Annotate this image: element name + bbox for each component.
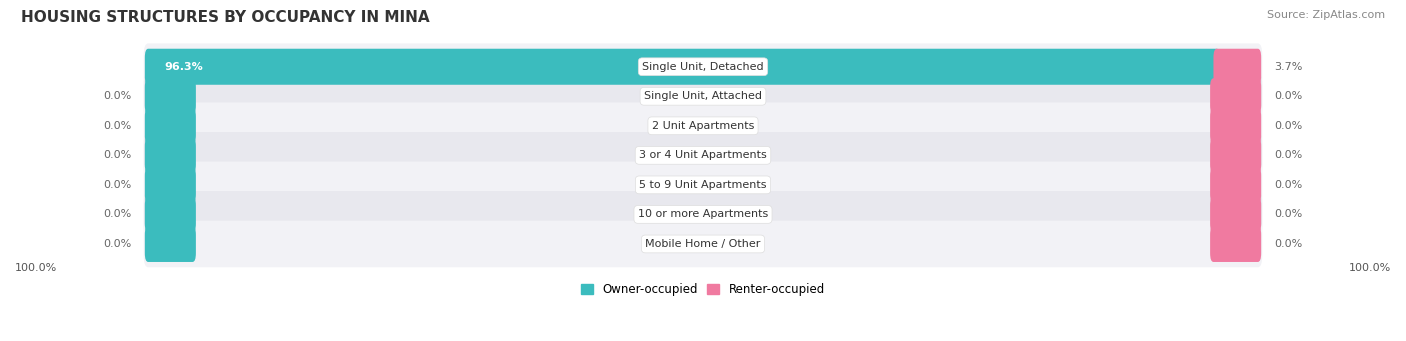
Text: 100.0%: 100.0% — [15, 263, 58, 272]
FancyBboxPatch shape — [1213, 49, 1261, 85]
Text: 3 or 4 Unit Apartments: 3 or 4 Unit Apartments — [640, 150, 766, 160]
Text: 0.0%: 0.0% — [1274, 121, 1303, 131]
Text: 2 Unit Apartments: 2 Unit Apartments — [652, 121, 754, 131]
FancyBboxPatch shape — [1211, 167, 1261, 203]
Text: 10 or more Apartments: 10 or more Apartments — [638, 209, 768, 219]
FancyBboxPatch shape — [145, 167, 195, 203]
Text: Single Unit, Detached: Single Unit, Detached — [643, 62, 763, 72]
Text: 100.0%: 100.0% — [1348, 263, 1391, 272]
Text: Source: ZipAtlas.com: Source: ZipAtlas.com — [1267, 10, 1385, 20]
Legend: Owner-occupied, Renter-occupied: Owner-occupied, Renter-occupied — [576, 279, 830, 301]
FancyBboxPatch shape — [1211, 108, 1261, 144]
Text: 0.0%: 0.0% — [103, 180, 132, 190]
Text: Mobile Home / Other: Mobile Home / Other — [645, 239, 761, 249]
Text: 0.0%: 0.0% — [1274, 239, 1303, 249]
FancyBboxPatch shape — [145, 78, 195, 114]
Text: 96.3%: 96.3% — [165, 62, 204, 72]
FancyBboxPatch shape — [145, 49, 1220, 85]
Text: 0.0%: 0.0% — [1274, 209, 1303, 219]
FancyBboxPatch shape — [145, 196, 195, 233]
Text: 0.0%: 0.0% — [103, 121, 132, 131]
Text: 5 to 9 Unit Apartments: 5 to 9 Unit Apartments — [640, 180, 766, 190]
Text: 0.0%: 0.0% — [103, 150, 132, 160]
FancyBboxPatch shape — [143, 43, 1263, 90]
FancyBboxPatch shape — [1211, 137, 1261, 173]
FancyBboxPatch shape — [145, 137, 195, 173]
FancyBboxPatch shape — [143, 191, 1263, 238]
Text: 0.0%: 0.0% — [1274, 91, 1303, 101]
Text: Single Unit, Attached: Single Unit, Attached — [644, 91, 762, 101]
Text: 3.7%: 3.7% — [1274, 62, 1303, 72]
FancyBboxPatch shape — [143, 221, 1263, 267]
Text: 0.0%: 0.0% — [103, 239, 132, 249]
FancyBboxPatch shape — [145, 108, 195, 144]
FancyBboxPatch shape — [1211, 196, 1261, 233]
Text: 0.0%: 0.0% — [1274, 150, 1303, 160]
Text: HOUSING STRUCTURES BY OCCUPANCY IN MINA: HOUSING STRUCTURES BY OCCUPANCY IN MINA — [21, 10, 430, 25]
Text: 0.0%: 0.0% — [103, 209, 132, 219]
FancyBboxPatch shape — [143, 73, 1263, 120]
FancyBboxPatch shape — [1211, 226, 1261, 262]
FancyBboxPatch shape — [143, 132, 1263, 179]
FancyBboxPatch shape — [145, 226, 195, 262]
FancyBboxPatch shape — [143, 162, 1263, 208]
Text: 0.0%: 0.0% — [103, 91, 132, 101]
FancyBboxPatch shape — [1211, 78, 1261, 114]
FancyBboxPatch shape — [143, 103, 1263, 149]
Text: 0.0%: 0.0% — [1274, 180, 1303, 190]
